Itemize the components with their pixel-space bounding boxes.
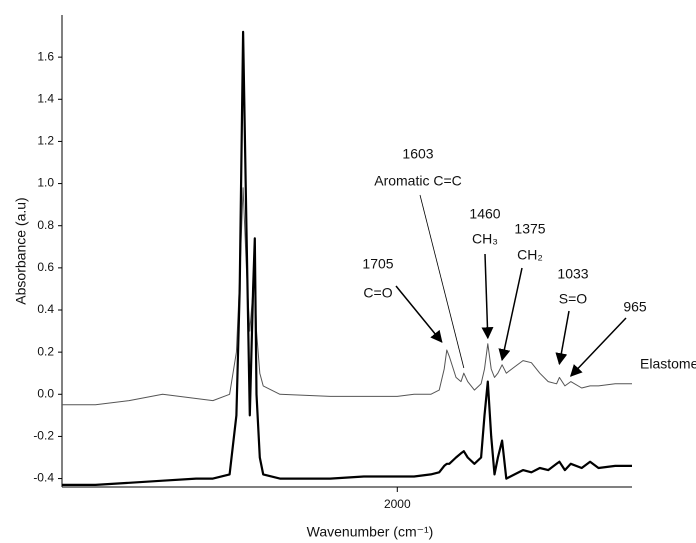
x-tick-label: 2000 bbox=[384, 497, 411, 511]
y-tick-label: 0.0 bbox=[37, 386, 54, 400]
annotation-arrow bbox=[481, 253, 494, 340]
y-tick-label: 0.6 bbox=[37, 260, 54, 274]
y-tick-label: 1.0 bbox=[37, 176, 54, 190]
y-tick-label: 0.4 bbox=[37, 302, 54, 316]
annotation-label: Elastomer C=C bbox=[640, 356, 696, 372]
y-tick-label: 1.6 bbox=[37, 49, 54, 63]
annotation-label: CH₂ bbox=[517, 247, 543, 263]
y-tick-label: -0.4 bbox=[33, 471, 54, 485]
spectrum-line bbox=[62, 187, 632, 406]
annotation-number: 1460 bbox=[469, 206, 500, 222]
y-tick-label: 1.4 bbox=[37, 91, 54, 105]
y-axis-label: Absorbance (a.u) bbox=[13, 197, 29, 304]
annotation-number: 1603 bbox=[402, 146, 433, 162]
annotation-number: 965 bbox=[623, 299, 647, 315]
spectrum-line bbox=[62, 30, 632, 486]
y-tick-label: -0.2 bbox=[33, 429, 54, 443]
annotation-arrow bbox=[395, 285, 443, 343]
annotation-label: C=O bbox=[363, 285, 392, 301]
x-axis-label: Wavenumber (cm⁻¹) bbox=[307, 524, 434, 540]
annotation-number: 1375 bbox=[514, 221, 545, 237]
y-tick-label: 0.8 bbox=[37, 218, 54, 232]
annotation-label: CH₃ bbox=[472, 231, 498, 247]
annotation-arrow bbox=[555, 310, 570, 366]
annotation-arrow bbox=[419, 194, 465, 369]
annotation-label: S=O bbox=[559, 291, 588, 307]
y-tick-label: 0.2 bbox=[37, 344, 54, 358]
annotation-number: 1033 bbox=[557, 266, 588, 282]
annotation-label: Aromatic C=C bbox=[374, 173, 462, 189]
y-tick-label: 1.2 bbox=[37, 134, 54, 148]
annotation-number: 1705 bbox=[362, 256, 393, 272]
annotation-arrow bbox=[498, 267, 523, 362]
annotation-arrow bbox=[569, 317, 627, 377]
